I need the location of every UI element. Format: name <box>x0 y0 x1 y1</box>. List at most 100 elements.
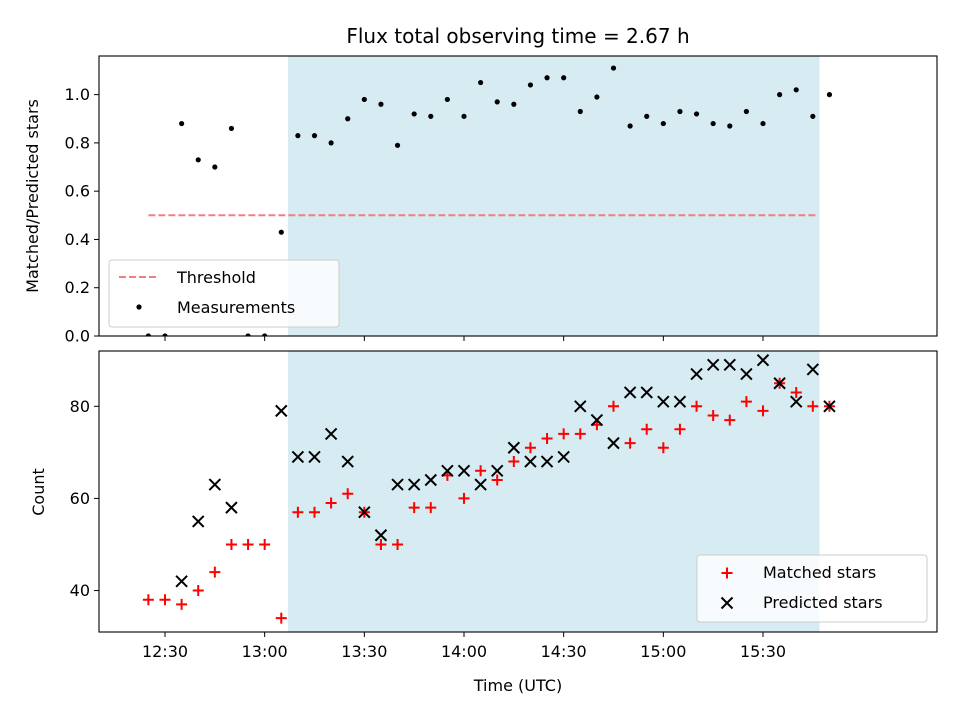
bottom-x-point-32 <box>740 367 753 381</box>
top-dot-point-5 <box>228 125 235 132</box>
bottom-plus-point-22 <box>508 456 520 468</box>
bottom-x-point-12 <box>407 478 421 491</box>
x-axis-label: Time (UTC) <box>473 676 562 695</box>
bottom-plus-point-17 <box>425 502 437 514</box>
top-dot-point-32 <box>677 108 683 115</box>
x-tick-label-0: 12:30 <box>142 642 188 661</box>
bottom-x-point-18 <box>507 441 521 454</box>
bottom-plus-point-1 <box>159 594 171 606</box>
bottom-plus-point-10 <box>309 506 320 518</box>
x-tick-label-6: 15:30 <box>740 642 786 661</box>
bottom-x-point-26 <box>640 386 653 399</box>
bottom-x-point-15 <box>457 464 471 477</box>
top-dot-point-13 <box>361 96 367 103</box>
bottom-y-tick-label-1: 60 <box>70 489 90 508</box>
bottom-plus-point-3 <box>192 585 204 597</box>
bottom-plus-point-33 <box>691 400 703 412</box>
bottom-plus-point-28 <box>608 400 619 412</box>
bottom-plus-point-37 <box>757 405 769 417</box>
top-dot-point-31 <box>660 120 666 127</box>
bottom-plus-point-23 <box>524 442 536 454</box>
x-tick-label-4: 14:30 <box>541 642 587 661</box>
legend-threshold-label: Threshold <box>176 268 256 287</box>
bottom-x-point-13 <box>424 473 437 487</box>
top-dot-point-21 <box>494 99 500 105</box>
bottom-plus-point-39 <box>790 386 802 398</box>
bottom-plus-point-34 <box>707 409 719 421</box>
bottom-x-point-30 <box>706 358 720 372</box>
bottom-x-point-17 <box>491 464 504 477</box>
legend-matched-label: Matched stars <box>763 563 876 582</box>
top-dot-point-16 <box>411 111 417 117</box>
legend-matched-swatch <box>721 567 733 579</box>
top-observing-window-span <box>287 56 820 336</box>
bottom-x-point-25 <box>623 386 637 399</box>
top-dot-point-8 <box>278 229 284 235</box>
bottom-plus-point-25 <box>558 428 570 440</box>
bottom-plus-point-5 <box>225 538 237 550</box>
top-legend-box <box>108 259 340 328</box>
top-dot-point-22 <box>511 101 517 107</box>
bottom-x-point-8 <box>341 455 354 468</box>
x-tick-label-3: 14:00 <box>441 642 487 661</box>
bottom-x-point-29 <box>690 367 703 381</box>
bottom-x-point-22 <box>574 400 587 413</box>
top-data-points <box>145 65 833 336</box>
top-dot-point-19 <box>461 113 467 119</box>
bottom-x-point-28 <box>673 395 687 408</box>
top-dot-point-35 <box>727 123 733 129</box>
bottom-plus-point-4 <box>209 566 221 578</box>
bottom-plus-point-32 <box>674 423 686 435</box>
bottom-plus-point-6 <box>242 538 254 550</box>
bottom-x-point-11 <box>391 478 404 491</box>
bottom-plus-point-12 <box>342 488 354 500</box>
bottom-plus-point-0 <box>142 594 154 606</box>
legend-predicted-label: Predicted stars <box>763 593 883 612</box>
top-dot-point-25 <box>561 75 567 81</box>
top-dot-point-30 <box>644 113 650 119</box>
bottom-x-point-1 <box>192 515 205 528</box>
top-dot-point-17 <box>428 113 434 119</box>
top-dot-point-6 <box>245 333 251 336</box>
bottom-plus-point-20 <box>475 465 487 477</box>
top-dot-point-34 <box>710 120 716 127</box>
top-dot-point-12 <box>345 116 351 122</box>
top-dot-point-37 <box>760 120 766 127</box>
bottom-plus-point-16 <box>408 502 420 514</box>
bottom-x-point-4 <box>275 404 288 418</box>
top-dot-point-23 <box>527 82 534 88</box>
bottom-plus-point-26 <box>574 428 586 440</box>
bottom-plus-point-8 <box>275 612 287 624</box>
top-dot-point-27 <box>594 94 600 100</box>
bottom-plus-point-30 <box>641 423 653 435</box>
bottom-plus-point-40 <box>807 400 819 412</box>
bottom-x-point-10 <box>374 529 388 542</box>
bottom-x-point-35 <box>790 395 803 408</box>
bottom-legend-box <box>696 554 928 623</box>
bottom-y-tick-label-0: 40 <box>70 581 90 600</box>
bottom-x-point-19 <box>524 455 537 468</box>
bottom-x-point-23 <box>590 413 604 427</box>
top-dot-point-29 <box>627 123 633 129</box>
top-dot-point-4 <box>212 164 218 170</box>
bottom-x-point-3 <box>225 501 238 514</box>
top-dot-point-28 <box>610 65 617 71</box>
bottom-x-point-20 <box>540 455 554 468</box>
bottom-plus-point-11 <box>325 497 337 509</box>
bottom-plus-point-36 <box>740 396 752 408</box>
top-dot-point-18 <box>444 96 450 103</box>
top-dot-point-0 <box>145 333 151 336</box>
bottom-x-point-27 <box>657 395 670 408</box>
top-dot-point-7 <box>262 333 268 336</box>
top-dot-point-3 <box>195 157 201 163</box>
top-dot-point-11 <box>328 140 334 146</box>
top-dot-point-40 <box>810 113 816 119</box>
top-y-tick-label-2: 0.4 <box>65 230 90 249</box>
top-axes-frame <box>98 55 938 337</box>
top-dot-point-2 <box>179 120 185 127</box>
bottom-x-point-0 <box>175 575 188 588</box>
top-y-tick-label-0: 0.0 <box>65 327 90 346</box>
bottom-plus-point-14 <box>375 538 387 550</box>
top-dot-point-10 <box>311 133 318 139</box>
